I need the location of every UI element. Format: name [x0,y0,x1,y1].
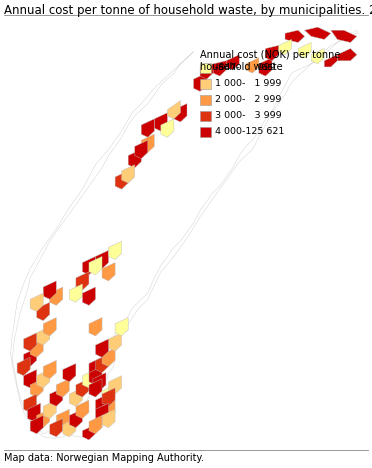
Polygon shape [56,410,69,428]
Polygon shape [337,49,357,61]
Polygon shape [30,339,43,358]
Polygon shape [174,103,187,122]
Polygon shape [43,400,56,418]
Polygon shape [83,287,96,306]
Polygon shape [96,394,109,412]
Polygon shape [167,101,180,119]
Polygon shape [161,119,174,137]
Polygon shape [246,58,259,73]
Polygon shape [69,284,83,302]
Polygon shape [311,49,324,64]
Polygon shape [10,30,358,439]
Polygon shape [28,403,41,422]
Polygon shape [102,348,115,366]
Polygon shape [109,333,122,351]
Bar [200,79,211,89]
Polygon shape [122,165,135,183]
Polygon shape [141,119,154,137]
Polygon shape [96,339,109,358]
Polygon shape [102,400,115,418]
Polygon shape [56,379,69,397]
Polygon shape [193,73,206,91]
Polygon shape [89,379,102,397]
Polygon shape [43,318,56,336]
Text: -847-      999: -847- 999 [215,64,276,73]
Polygon shape [17,358,30,376]
Polygon shape [89,416,102,434]
Polygon shape [89,358,102,376]
Polygon shape [115,171,128,189]
Polygon shape [135,140,148,159]
Bar [200,63,211,73]
Polygon shape [259,58,272,76]
Polygon shape [93,373,106,391]
Polygon shape [43,360,56,379]
Text: 3 000-   3 999: 3 000- 3 999 [215,111,282,120]
Text: Map data: Norwegian Mapping Authority.: Map data: Norwegian Mapping Authority. [4,453,204,463]
Polygon shape [96,250,109,269]
Polygon shape [50,418,63,437]
Polygon shape [96,403,109,422]
Polygon shape [37,302,50,321]
Polygon shape [226,55,239,70]
Polygon shape [76,379,89,397]
Polygon shape [37,370,50,388]
Polygon shape [23,348,37,366]
Polygon shape [102,385,115,403]
Polygon shape [102,410,115,428]
Polygon shape [213,61,226,76]
Polygon shape [279,39,292,55]
Polygon shape [115,318,128,336]
Polygon shape [102,263,115,281]
Polygon shape [83,370,96,388]
Polygon shape [141,134,154,153]
Polygon shape [37,410,50,428]
Text: 1 000-   1 999: 1 000- 1 999 [215,80,281,88]
Text: 4 000-125 621: 4 000-125 621 [215,127,284,137]
Polygon shape [23,333,37,351]
Polygon shape [50,287,63,306]
Text: Annual cost (NOK) per tonne
household waste: Annual cost (NOK) per tonne household wa… [200,50,340,72]
Polygon shape [63,364,76,382]
Polygon shape [96,354,109,373]
Polygon shape [30,293,43,312]
Polygon shape [128,149,141,168]
Polygon shape [89,256,102,275]
Text: Annual cost per tonne of household waste, by municipalities. 2003: Annual cost per tonne of household waste… [4,4,372,17]
Polygon shape [154,113,167,131]
Polygon shape [109,376,122,394]
Polygon shape [285,30,305,43]
Text: 2 000-   2 999: 2 000- 2 999 [215,95,281,104]
Polygon shape [30,416,43,434]
Polygon shape [69,410,83,428]
Polygon shape [76,400,89,418]
Polygon shape [30,379,43,397]
Polygon shape [76,272,89,290]
Polygon shape [109,241,122,260]
Polygon shape [305,27,331,39]
Polygon shape [89,318,102,336]
Polygon shape [102,388,115,406]
Bar [200,127,211,137]
Polygon shape [23,370,37,388]
Polygon shape [69,388,83,406]
Polygon shape [43,281,56,299]
Polygon shape [83,424,96,440]
Polygon shape [89,366,102,385]
Polygon shape [324,55,337,67]
Polygon shape [63,418,76,437]
Polygon shape [23,394,37,412]
Bar [200,95,211,105]
Polygon shape [331,30,357,43]
Bar [200,111,211,121]
Polygon shape [50,388,63,406]
Polygon shape [266,45,279,61]
Polygon shape [83,256,96,275]
Polygon shape [298,43,311,58]
Polygon shape [37,327,50,345]
Polygon shape [200,64,213,79]
